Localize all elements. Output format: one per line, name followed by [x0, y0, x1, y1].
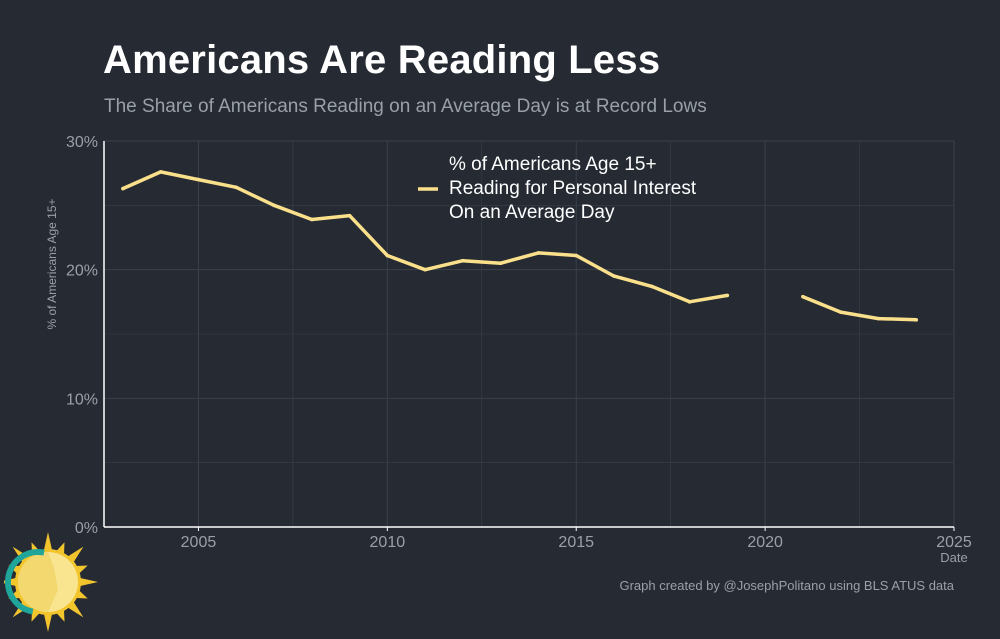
data-point	[121, 186, 125, 191]
data-point	[914, 318, 919, 322]
data-point	[385, 253, 390, 258]
legend-label: % of Americans Age 15+ Reading for Person…	[449, 154, 697, 223]
x-tick-label: 2025	[936, 534, 972, 551]
data-point	[309, 217, 314, 222]
data-point	[801, 294, 805, 299]
x-tick-label: 2015	[558, 534, 594, 551]
data-point	[687, 300, 692, 304]
chart-subtitle: The Share of Americans Reading on an Ave…	[104, 96, 707, 117]
y-tick-label: 20%	[66, 263, 98, 280]
y-tick-label: 30%	[66, 134, 98, 151]
source-caption: Graph created by @JosephPolitano using B…	[619, 578, 954, 593]
data-point	[347, 213, 352, 218]
series-line-segment	[802, 295, 917, 322]
chart-title: Americans Are Reading Less	[103, 38, 661, 82]
data-point	[612, 274, 616, 278]
data-point	[498, 261, 503, 266]
legend: % of Americans Age 15+ Reading for Person…	[418, 154, 697, 223]
data-point	[838, 310, 843, 314]
data-point	[725, 293, 730, 298]
y-tick-label: 0%	[75, 520, 98, 537]
data-point	[574, 253, 579, 258]
data-point	[158, 170, 163, 174]
x-tick-label: 2005	[181, 534, 217, 551]
data-point	[461, 258, 465, 263]
data-point	[234, 185, 239, 190]
axes	[103, 141, 955, 531]
series-layer	[121, 170, 919, 322]
data-point	[649, 284, 654, 289]
data-point	[272, 203, 276, 208]
x-axis-label: Date	[940, 550, 967, 565]
sun-icon	[4, 532, 98, 632]
data-point	[536, 251, 541, 255]
tick-labels: 0% 10% 20% 30% 2005 2010 2015 2020 2025	[66, 134, 972, 551]
x-tick-label: 2020	[747, 534, 783, 551]
data-point	[196, 177, 201, 182]
data-point	[423, 267, 427, 272]
data-point	[876, 316, 881, 321]
y-axis-label: % of Americans Age 15+	[45, 198, 59, 329]
y-tick-label: 10%	[66, 391, 98, 408]
x-tick-label: 2010	[370, 534, 406, 551]
